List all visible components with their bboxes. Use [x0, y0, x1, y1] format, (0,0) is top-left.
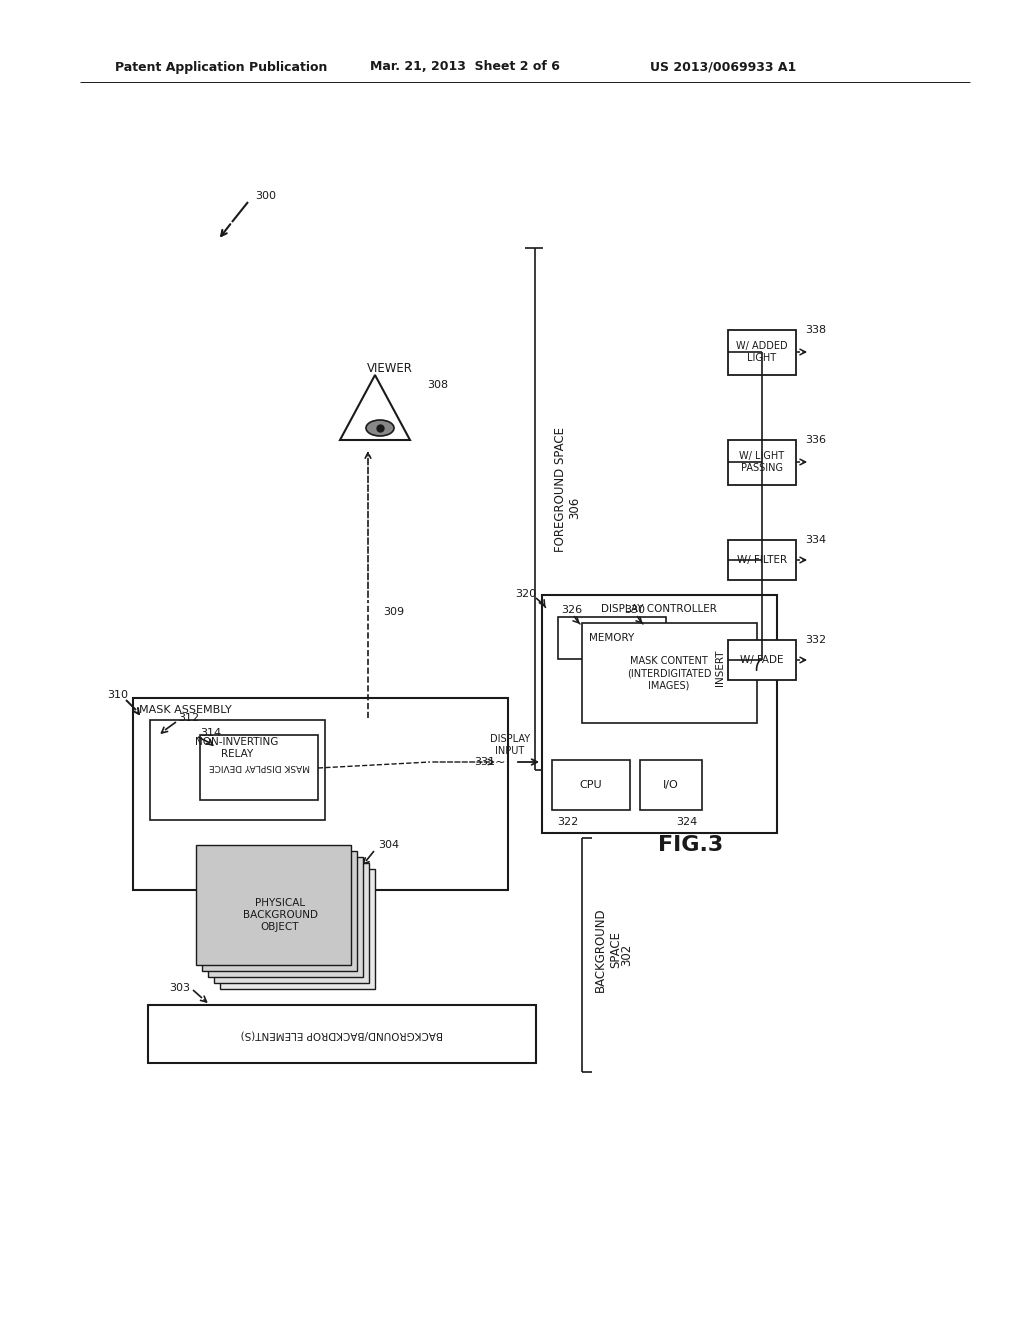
- Bar: [582, 623, 757, 723]
- Text: 332: 332: [805, 635, 826, 645]
- Text: W/ LIGHT
PASSING: W/ LIGHT PASSING: [739, 451, 784, 473]
- Text: 310: 310: [106, 690, 128, 700]
- Bar: [148, 1005, 536, 1063]
- Bar: [200, 735, 318, 800]
- Text: 303: 303: [169, 983, 190, 993]
- Bar: [208, 857, 362, 977]
- Text: BACKGROUND
SPACE: BACKGROUND SPACE: [594, 908, 623, 993]
- Text: 326: 326: [561, 605, 583, 615]
- Text: W/ FADE: W/ FADE: [740, 655, 783, 665]
- Text: 322: 322: [557, 817, 579, 828]
- Text: 300: 300: [255, 191, 276, 201]
- Bar: [150, 719, 325, 820]
- Text: MEMORY: MEMORY: [590, 634, 635, 643]
- FancyArrowPatch shape: [757, 660, 760, 671]
- Text: MASK DISPLAY DEVICE: MASK DISPLAY DEVICE: [209, 763, 309, 771]
- Bar: [728, 640, 796, 680]
- Text: ~: ~: [495, 755, 505, 768]
- Bar: [214, 863, 369, 983]
- Text: DISPLAY
INPUT: DISPLAY INPUT: [489, 734, 530, 756]
- Text: DISPLAY CONTROLLER: DISPLAY CONTROLLER: [601, 605, 717, 614]
- Text: VIEWER: VIEWER: [367, 362, 413, 375]
- Text: 302: 302: [621, 944, 634, 966]
- Text: 320: 320: [515, 589, 536, 599]
- Text: 336: 336: [805, 436, 826, 445]
- Text: US 2013/0069933 A1: US 2013/0069933 A1: [650, 61, 797, 74]
- Text: W/ ADDED
LIGHT: W/ ADDED LIGHT: [736, 341, 787, 363]
- Text: MASK ASSEMBLY: MASK ASSEMBLY: [139, 705, 231, 715]
- Text: 312: 312: [178, 713, 199, 723]
- Bar: [558, 616, 666, 659]
- Text: CPU: CPU: [580, 780, 602, 789]
- Text: INSERT: INSERT: [715, 649, 725, 686]
- Bar: [220, 869, 375, 989]
- Text: 324: 324: [676, 817, 697, 828]
- Text: MASK CONTENT
(INTERDIGITATED
IMAGES): MASK CONTENT (INTERDIGITATED IMAGES): [627, 656, 712, 690]
- Text: 306: 306: [568, 496, 582, 519]
- Text: 330: 330: [625, 605, 645, 615]
- Ellipse shape: [366, 420, 394, 436]
- Bar: [728, 440, 796, 484]
- Bar: [542, 595, 777, 833]
- Text: 314: 314: [200, 729, 221, 738]
- Text: I/O: I/O: [664, 780, 679, 789]
- Bar: [196, 845, 351, 965]
- Text: Mar. 21, 2013  Sheet 2 of 6: Mar. 21, 2013 Sheet 2 of 6: [370, 61, 560, 74]
- Text: Patent Application Publication: Patent Application Publication: [115, 61, 328, 74]
- Text: BACKGROUND/BACKDROP ELEMENT(S): BACKGROUND/BACKDROP ELEMENT(S): [241, 1030, 443, 1039]
- Bar: [202, 851, 357, 972]
- Text: 338: 338: [805, 325, 826, 335]
- Text: W/ FILTER: W/ FILTER: [737, 554, 787, 565]
- Bar: [728, 330, 796, 375]
- Bar: [728, 540, 796, 579]
- Text: 308: 308: [427, 380, 449, 389]
- Bar: [552, 760, 630, 810]
- Bar: [133, 698, 508, 890]
- Text: FIG.3: FIG.3: [658, 836, 723, 855]
- Bar: [640, 760, 702, 810]
- Text: FOREGROUND SPACE: FOREGROUND SPACE: [554, 428, 566, 553]
- Text: 334: 334: [805, 535, 826, 545]
- Text: PHYSICAL
BACKGROUND
OBJECT: PHYSICAL BACKGROUND OBJECT: [243, 898, 317, 932]
- Text: 331: 331: [474, 756, 495, 767]
- Text: 304: 304: [378, 840, 399, 850]
- Text: 309: 309: [383, 607, 404, 616]
- Text: NON-INVERTING
RELAY: NON-INVERTING RELAY: [196, 737, 279, 759]
